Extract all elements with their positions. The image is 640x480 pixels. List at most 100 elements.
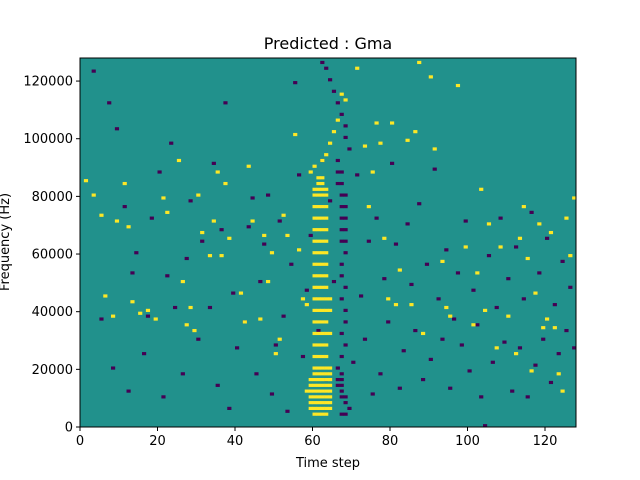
heatmap-cell-low (339, 112, 344, 116)
heatmap-cell-high (91, 193, 96, 197)
heatmap-cell-low (339, 205, 344, 209)
heatmap-cell-high (316, 187, 321, 191)
heatmap-cell-high (479, 187, 484, 191)
heatmap-cell-high (320, 158, 325, 163)
heatmap-cell-low (328, 78, 333, 82)
heatmap-cell-low (366, 239, 371, 243)
heatmap-cell-high (328, 395, 333, 399)
heatmap-cell-low (339, 170, 344, 174)
heatmap-cell-low (502, 340, 507, 344)
heatmap-cell-low (328, 199, 333, 203)
heatmap-cell-low (169, 141, 174, 145)
heatmap-cell-high (517, 236, 523, 240)
heatmap-cell-high (328, 383, 333, 387)
heatmap-cell-high (316, 395, 321, 399)
heatmap-cell-low (521, 297, 526, 301)
heatmap-cell-high (316, 366, 321, 370)
heatmap-cell-low (467, 369, 472, 373)
heatmap-cell-high (312, 383, 317, 387)
heatmap-cell-high (324, 389, 329, 393)
heatmap-cell-low (231, 291, 236, 295)
heatmap-cell-high (320, 308, 325, 312)
heatmap-cell-low (134, 251, 139, 255)
heatmap-cell-high (312, 285, 317, 289)
heatmap-cell-low (297, 173, 302, 177)
heatmap-cell-high (529, 369, 534, 373)
heatmap-cell-high (320, 176, 325, 180)
x-tick-label: 20 (149, 434, 166, 449)
heatmap-cell-high (114, 219, 120, 223)
heatmap-cell-low (335, 377, 340, 382)
heatmap-cell-high (316, 354, 321, 359)
heatmap-cell-high (428, 75, 433, 79)
heatmap-cell-high (184, 323, 189, 327)
heatmap-cell-low (339, 239, 344, 243)
heatmap-cell-low (308, 233, 313, 238)
heatmap-cell-high (176, 158, 182, 163)
heatmap-cell-high (463, 245, 468, 249)
heatmap-cell-high (312, 308, 317, 312)
heatmap-cell-high (262, 233, 267, 238)
heatmap-cell-low (339, 181, 344, 186)
heatmap-cell-high (293, 132, 298, 137)
y-tick-label: 0 (65, 421, 73, 436)
heatmap-cell-low (269, 392, 275, 396)
heatmap-cell-high (281, 213, 286, 217)
heatmap-cell-low (339, 354, 344, 359)
heatmap-cell-high (324, 187, 329, 191)
heatmap-cell-high (312, 262, 317, 266)
heatmap-cell-low (374, 216, 379, 220)
heatmap-cell-low (343, 135, 348, 140)
heatmap-cell-low (548, 380, 554, 385)
heatmap-cell-low (529, 210, 534, 214)
heatmap-cell-high (312, 389, 317, 393)
heatmap-cell-high (382, 236, 387, 240)
heatmap-cell-low (556, 352, 561, 356)
heatmap-cell-high (83, 179, 89, 183)
heatmap-cell-high (188, 305, 193, 310)
heatmap-cell-low (188, 199, 193, 203)
heatmap-cell-high (324, 239, 329, 243)
heatmap-cell-high (366, 205, 371, 209)
heatmap-cell-high (324, 372, 329, 376)
heatmap-cell-low (130, 271, 135, 275)
heatmap-cell-high (328, 308, 333, 312)
heatmap-cell-low (316, 328, 321, 333)
heatmap-cell-high (343, 98, 348, 102)
heatmap-cell-high (316, 239, 321, 243)
heatmap-cell-low (343, 216, 348, 220)
heatmap-cell-high (320, 274, 325, 278)
heatmap-cell-low (254, 372, 259, 376)
plot-frame (79, 57, 577, 428)
heatmap-cell-high (316, 228, 321, 232)
heatmap-cell-low (537, 271, 542, 275)
heatmap-cell-high (316, 412, 321, 416)
heatmap-cell-high (471, 323, 476, 327)
heatmap-cell-low (463, 219, 468, 223)
heatmap-cell-low (343, 412, 348, 416)
heatmap-cell-low (343, 228, 348, 232)
heatmap-cell-low (517, 346, 523, 350)
heatmap-cell-low (355, 173, 360, 177)
heatmap-cell-high (312, 251, 317, 255)
heatmap-cell-high (393, 303, 399, 307)
heatmap-cell-high (316, 320, 321, 324)
heatmap-cell-high (328, 372, 333, 376)
heatmap-cell-high (328, 366, 333, 370)
heatmap-cell-high (316, 297, 321, 301)
heatmap-cell-high (219, 254, 224, 258)
heatmap-cell-high (308, 401, 313, 405)
heatmap-cell-low (382, 277, 387, 281)
heatmap-cell-high (130, 300, 135, 304)
heatmap-cell-low (293, 81, 298, 85)
y-tick-label: 60000 (32, 248, 73, 263)
heatmap-cell-low (533, 363, 538, 367)
heatmap-cell-high (494, 346, 499, 350)
x-axis-label: Time step (295, 456, 360, 471)
heatmap-cell-high (312, 205, 317, 209)
heatmap-cell-high (312, 320, 317, 324)
heatmap-cell-high (196, 193, 201, 197)
x-tick-label: 100 (455, 434, 480, 449)
y-tick-label: 120000 (23, 75, 73, 90)
heatmap-cell-high (111, 314, 116, 318)
